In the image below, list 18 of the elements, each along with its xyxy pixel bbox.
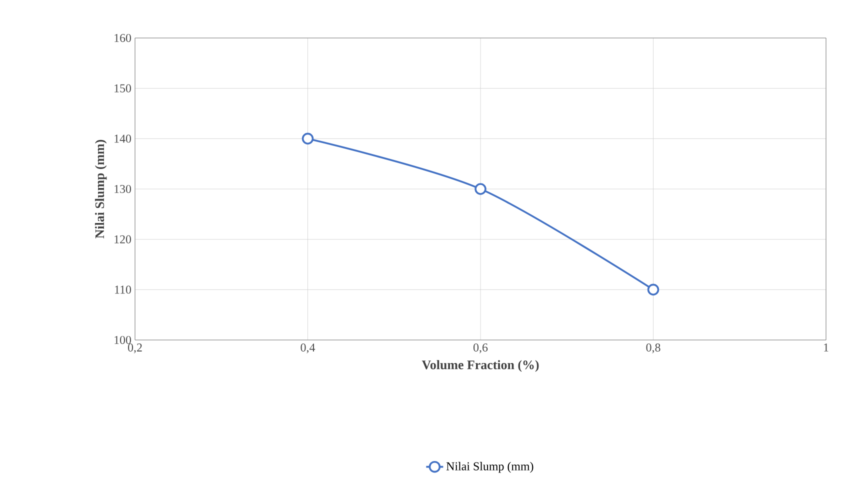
point	[302, 132, 314, 145]
y-tick-label: 130	[114, 184, 132, 194]
point	[474, 183, 486, 195]
x-axis-title: Volume Fraction (%)	[422, 360, 539, 372]
x-tick-label: 0,2	[128, 344, 142, 354]
y-tick-label: 140	[114, 134, 132, 143]
x-tick-label: 0,8	[646, 344, 660, 354]
y-tick-label: 160	[114, 34, 132, 42]
x-tick-label: 0,6	[473, 344, 488, 354]
legend-label: Nilai Slump (mm)	[446, 462, 534, 473]
y-tick-label: 120	[114, 235, 132, 244]
y-tick-label: 110	[115, 286, 132, 294]
y-tick-label: 150	[114, 84, 132, 92]
point	[647, 284, 660, 296]
x-tick-label: 1	[824, 344, 828, 352]
x-tick-label: 0,4	[300, 344, 316, 354]
y-axis-title: Nilai Slump (mm)	[94, 140, 107, 238]
y-tick-label: 100	[114, 336, 132, 344]
